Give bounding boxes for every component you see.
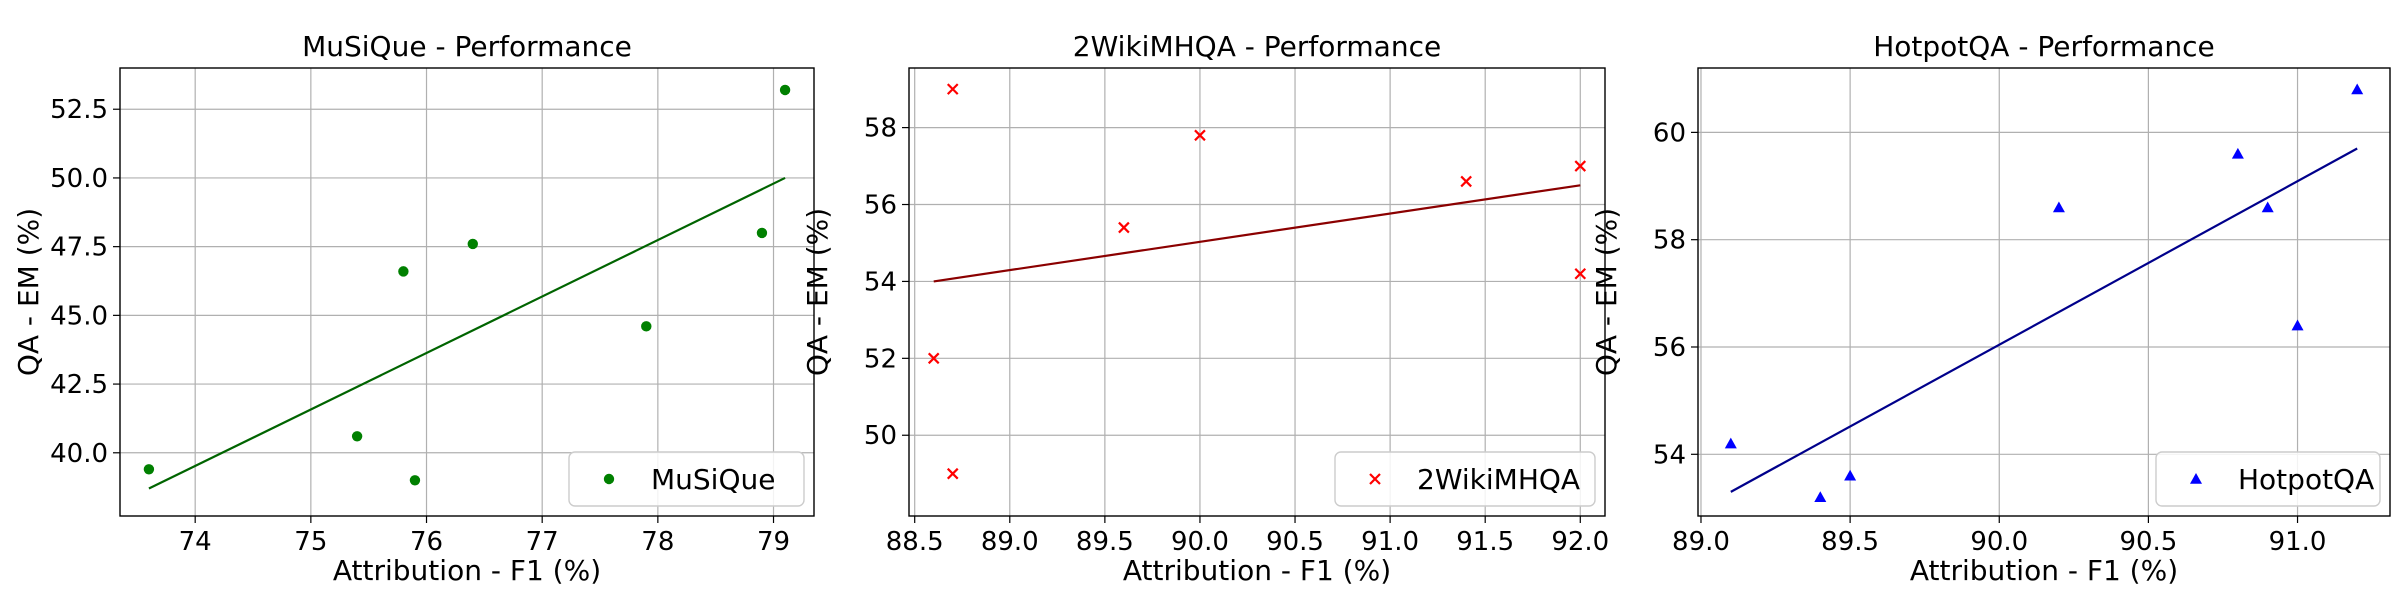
trend-line [1730,147,2358,493]
data-point [946,467,959,480]
legend-marker [603,473,615,485]
x-axis-label: Attribution - F1 (%) [1123,554,1391,587]
y-tick-label: 50.0 [50,164,108,194]
y-tick-label: 45.0 [50,301,108,331]
chart-panel-2: 88.5 89.0 89.5 90.0 90.5 91.0 91.5 92.0 50 52 54 56… [801,30,1609,587]
legend-marker [1369,473,1381,485]
chart-title: MuSiQue - Performance [302,30,632,63]
chart-panel-3: 89.0 89.5 90.0 90.5 91.0 54 56 58 60 HotpotQA Hotp… [1590,30,2391,587]
data-point [1814,491,1827,503]
y-axis-label: QA - EM (%) [12,208,45,376]
data-point [398,266,409,277]
y-axis-label: QA - EM (%) [801,208,834,376]
data-point [351,431,363,442]
legend-label: 2WikiMHQA [1417,463,1580,496]
data-point [927,352,940,365]
x-tick-label: 89.0 [1672,527,1730,557]
legend-label: MuSiQue [651,463,775,496]
axes-frame [908,67,1606,517]
x-tick-label: 79 [757,527,790,557]
x-tick-label: 92.0 [1551,527,1609,557]
legend-box [2155,451,2381,507]
x-axis-label: Attribution - F1 (%) [1910,554,2178,587]
y-tick-label: 52.5 [50,95,108,125]
y-tick-label: 56 [864,191,897,221]
x-tick-label: 90.5 [1266,527,1324,557]
data-point [467,238,478,250]
y-tick-label: 58 [1653,226,1686,256]
data-point [946,83,959,95]
data-point [2261,201,2274,213]
data-point [1724,437,1737,449]
y-tick-label: 56 [1653,333,1686,363]
y-tick-label: 50 [864,421,897,451]
y-tick-label: 54 [864,267,897,297]
x-tick-label: 74 [179,527,212,557]
x-tick-label: 90.0 [1970,527,2028,557]
y-tick-label: 60 [1653,118,1686,148]
x-tick-label: 89.0 [981,527,1039,557]
x-tick-label: 89.5 [1076,527,1134,557]
legend-box [1334,451,1596,507]
trend-line [148,176,786,490]
data-point [779,84,791,96]
y-axis-label: QA - EM (%) [1590,208,1623,376]
data-point [2291,319,2304,331]
axes-frame [1697,67,2391,517]
x-tick-label: 91.0 [1361,527,1419,557]
legend-marker [2190,473,2202,484]
trend-line [933,184,1581,283]
x-tick-label: 91.0 [2269,527,2327,557]
y-tick-label: 54 [1653,440,1686,470]
data-point [1460,175,1472,188]
data-point [756,227,768,239]
chart-title: 2WikiMHQA - Performance [1073,30,1441,63]
x-axis-label: Attribution - F1 (%) [333,554,601,587]
legend-box [568,451,805,507]
legend-label: HotpotQA [2238,463,2374,496]
y-tick-label: 47.5 [50,233,108,263]
x-tick-label: 78 [641,527,674,557]
data-point [409,475,421,486]
y-tick-label: 58 [864,114,897,144]
data-point [641,321,652,332]
axes-frame [119,67,815,517]
chart-title: HotpotQA - Performance [1873,30,2215,63]
data-point [1118,221,1130,234]
x-tick-label: 75 [294,527,327,557]
data-point [2351,83,2364,95]
x-tick-label: 91.5 [1456,527,1514,557]
x-tick-label: 90.0 [1171,527,1229,557]
y-tick-label: 42.5 [50,370,108,400]
x-tick-label: 88.5 [886,527,944,557]
data-point [1574,267,1587,280]
x-tick-label: 90.5 [2119,527,2177,557]
data-point [2231,147,2244,159]
chart-panel-1: 74 75 76 77 78 79 40.0 42.5 45.0 47.5 50.0 52.5 MuSi… [12,30,815,587]
x-tick-label: 89.5 [1821,527,1879,557]
data-point [143,464,155,475]
data-point [2052,201,2065,213]
data-point [1844,469,1857,481]
data-point [1574,160,1587,172]
data-point [1194,129,1206,142]
x-tick-label: 77 [526,527,559,557]
y-tick-label: 52 [864,344,897,374]
x-tick-label: 76 [410,527,443,557]
y-tick-label: 40.0 [50,439,108,469]
